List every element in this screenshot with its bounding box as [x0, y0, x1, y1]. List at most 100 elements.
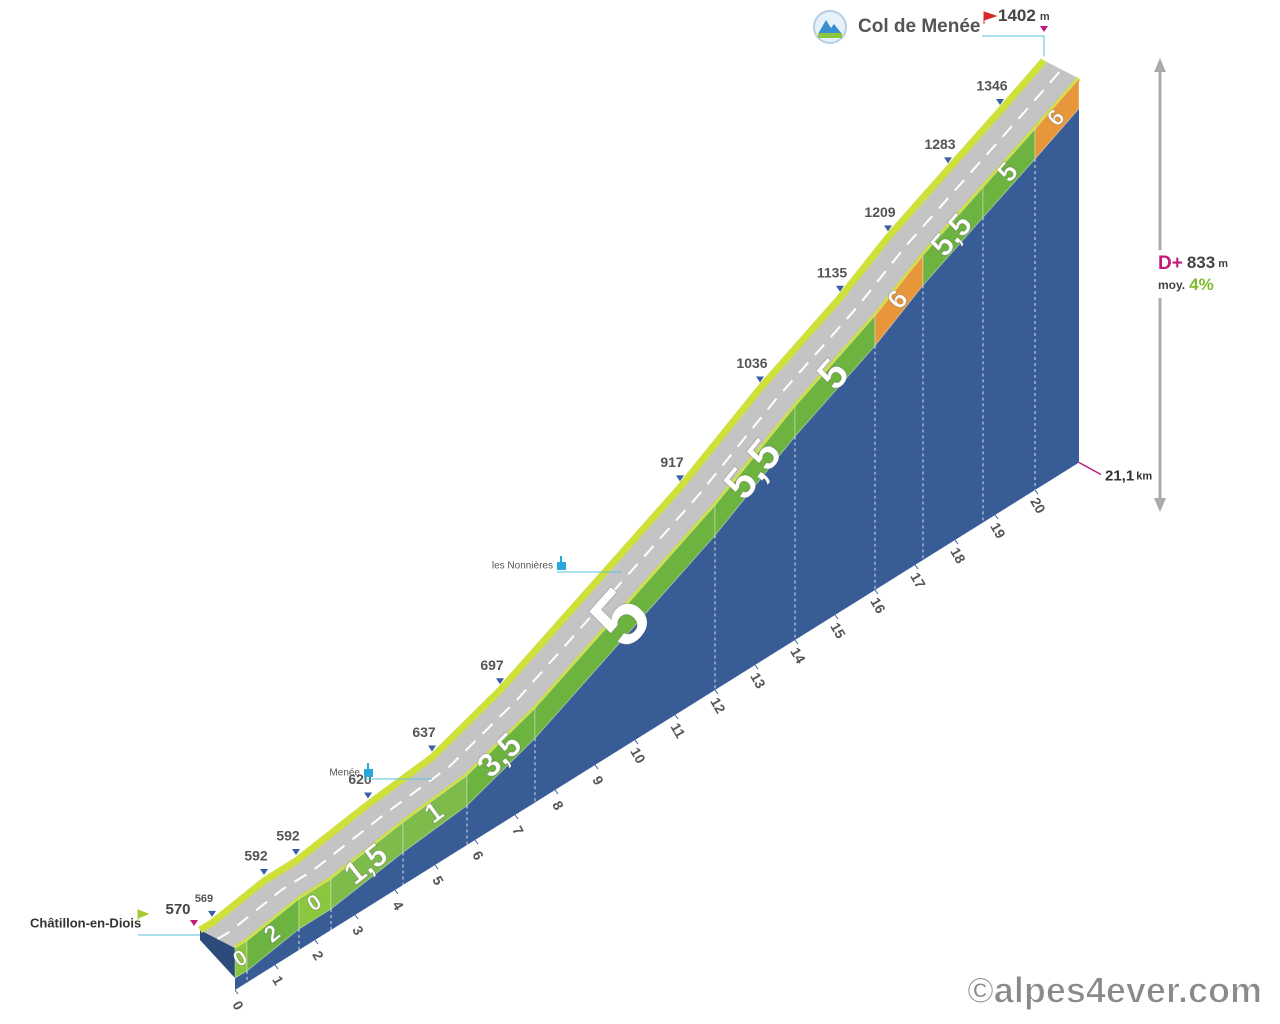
climb-gain-value: 833: [1187, 253, 1215, 272]
side-face: [235, 108, 1079, 990]
x-tick: [554, 789, 559, 795]
elevation-marker: [292, 848, 300, 855]
x-tick: [234, 989, 239, 995]
summit-elevation-value: 1402: [998, 6, 1036, 25]
x-tick-label: 12: [707, 695, 729, 717]
elevation-marker: [208, 910, 216, 917]
gradient-segment: [1034, 77, 1080, 161]
start-name: Châtillon-en-Diois: [30, 915, 141, 930]
x-tick-label: 7: [509, 823, 527, 838]
summit-flag: [983, 11, 998, 24]
summit-elevation: 1402 m: [998, 6, 1050, 25]
elevation-marker: [944, 157, 952, 164]
x-tick-label: 15: [827, 620, 849, 642]
elevation-label: 917: [660, 454, 684, 470]
elevation-marker: [364, 792, 372, 799]
x-tick: [274, 964, 279, 970]
x-tick: [1034, 489, 1039, 495]
x-tick-label: 1: [269, 973, 287, 988]
elevation-label: 569: [195, 893, 213, 905]
start-flag: [137, 909, 150, 922]
x-tick-label: 8: [549, 798, 567, 813]
place-icon: [364, 763, 373, 777]
place-name: Menée: [329, 768, 360, 779]
distance-pointer: [1078, 461, 1102, 476]
summit-icon-grass: [818, 33, 842, 38]
x-tick: [954, 539, 959, 545]
x-tick: [594, 764, 599, 770]
x-tick: [834, 614, 839, 620]
x-tick-label: 14: [787, 645, 809, 667]
elevation-line: [198, 58, 1047, 934]
elevation-label: 1036: [736, 355, 767, 371]
elevation-marker: [836, 285, 844, 292]
x-tick-label: 20: [1027, 495, 1049, 517]
x-tick: [634, 739, 639, 745]
distance-unit: km: [1136, 470, 1152, 482]
elevation-marker: [676, 475, 684, 482]
x-tick-label: 13: [747, 670, 769, 692]
x-tick-label: 3: [349, 923, 367, 938]
summit-icon-mountain: [818, 20, 842, 34]
climb-average: moy. 4%: [1158, 275, 1214, 294]
elevation-marker: [756, 376, 764, 383]
place-name: les Nonnières: [492, 561, 553, 572]
end-face: [200, 930, 235, 978]
climb-average-label: moy.: [1158, 278, 1185, 292]
start-elevation: 570: [165, 901, 190, 918]
elevation-label: 1209: [864, 204, 895, 220]
x-tick: [994, 514, 999, 520]
x-tick-label: 10: [627, 745, 649, 767]
elevation-marker: [428, 745, 436, 752]
x-tick-label: 9: [589, 773, 607, 788]
elevation-marker: [884, 225, 892, 232]
road-center: [216, 68, 1063, 940]
climb-gain-unit: m: [1218, 258, 1228, 270]
x-tick: [474, 839, 479, 845]
x-tick: [354, 914, 359, 920]
watermark: ©alpes4ever.com: [967, 970, 1262, 1011]
summit-marker: [1040, 26, 1048, 32]
elevation-label: 1135: [817, 264, 848, 280]
summit-name: Col de Menée: [858, 16, 980, 37]
x-tick-label: 18: [947, 545, 969, 567]
total-distance: 21,1 km: [1105, 467, 1152, 484]
elevation-unit: m: [1040, 11, 1050, 23]
road: [200, 60, 1079, 948]
x-tick-label: 6: [469, 848, 487, 863]
x-tick-label: 17: [907, 570, 929, 592]
elevation-marker: [260, 868, 268, 875]
x-tick-label: 2: [309, 948, 327, 963]
x-tick-label: 0: [229, 998, 247, 1013]
climb-box: [1150, 250, 1230, 298]
x-tick: [514, 814, 519, 820]
elevation-label: 592: [276, 828, 300, 844]
x-tick-label: 5: [429, 873, 447, 888]
place-icon: [557, 556, 566, 570]
x-tick: [714, 689, 719, 695]
x-tick-label: 16: [867, 595, 889, 617]
x-tick: [914, 564, 919, 570]
summit-callout: [982, 35, 1045, 57]
elevation-marker: [496, 678, 504, 685]
x-tick: [434, 864, 439, 870]
elevation-label: 1283: [924, 136, 955, 152]
x-tick: [394, 889, 399, 895]
elevation-label: 697: [480, 657, 504, 673]
elevation-marker: [996, 99, 1004, 106]
climb-gain: D+ 833 m: [1158, 253, 1228, 274]
x-tick: [314, 939, 319, 945]
elevation-label: 592: [244, 848, 268, 864]
x-tick: [874, 589, 879, 595]
x-tick-label: 19: [987, 520, 1009, 542]
total-distance-value: 21,1: [1105, 467, 1134, 484]
x-tick: [674, 714, 679, 720]
climb-average-value: 4%: [1189, 275, 1214, 294]
elevation-label: 1346: [976, 78, 1007, 94]
x-tick-label: 4: [389, 898, 407, 913]
x-tick: [794, 639, 799, 645]
x-tick: [754, 664, 759, 670]
elevation-label: 637: [412, 724, 436, 740]
x-tick-label: 11: [667, 720, 688, 741]
start-marker: [190, 920, 198, 926]
